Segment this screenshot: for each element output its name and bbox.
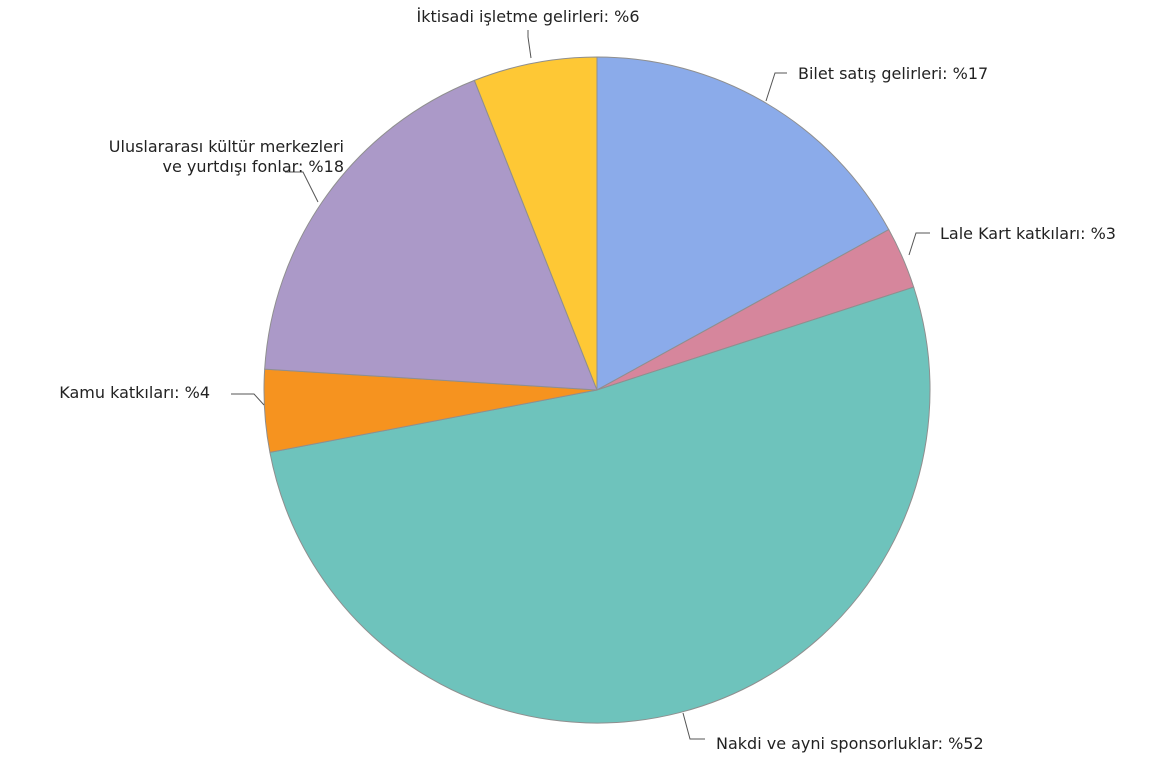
slice-label-line: Lale Kart katkıları: %3 xyxy=(940,224,1116,243)
leader-line xyxy=(285,171,319,203)
leader-line xyxy=(527,30,532,59)
slice-label-line: Bilet satış gelirleri: %17 xyxy=(798,64,988,83)
slice-label-line: İktisadi işletme gelirleri: %6 xyxy=(416,7,639,26)
slice-label-line: Kamu katkıları: %4 xyxy=(59,383,210,402)
slice-label-line: ve yurtdışı fonlar: %18 xyxy=(163,157,344,176)
leader-line xyxy=(231,393,265,406)
slice-label: İktisadi işletme gelirleri: %6 xyxy=(416,7,639,26)
pie-slice xyxy=(473,56,598,391)
leader-line xyxy=(765,72,787,102)
pie-slices xyxy=(263,56,931,724)
slice-label: Bilet satış gelirleri: %17 xyxy=(798,64,988,83)
slice-label: Nakdi ve ayni sponsorluklar: %52 xyxy=(716,734,984,753)
pie-slice xyxy=(264,79,598,391)
slice-label: Kamu katkıları: %4 xyxy=(59,383,210,402)
slice-label-line: Nakdi ve ayni sponsorluklar: %52 xyxy=(716,734,984,753)
slice-labels: Bilet satış gelirleri: %17 Lale Kart katk… xyxy=(59,7,1116,753)
slice-label: Uluslararası kültür merkezleri ve yurtdış… xyxy=(109,137,344,176)
label-leaders xyxy=(231,30,930,740)
slice-label: Lale Kart katkıları: %3 xyxy=(940,224,1116,243)
pie-slice xyxy=(596,56,890,391)
pie-slice xyxy=(269,286,931,724)
slice-label-line: Uluslararası kültür merkezleri xyxy=(109,137,344,156)
leader-line xyxy=(908,232,930,256)
leader-line xyxy=(682,712,705,740)
